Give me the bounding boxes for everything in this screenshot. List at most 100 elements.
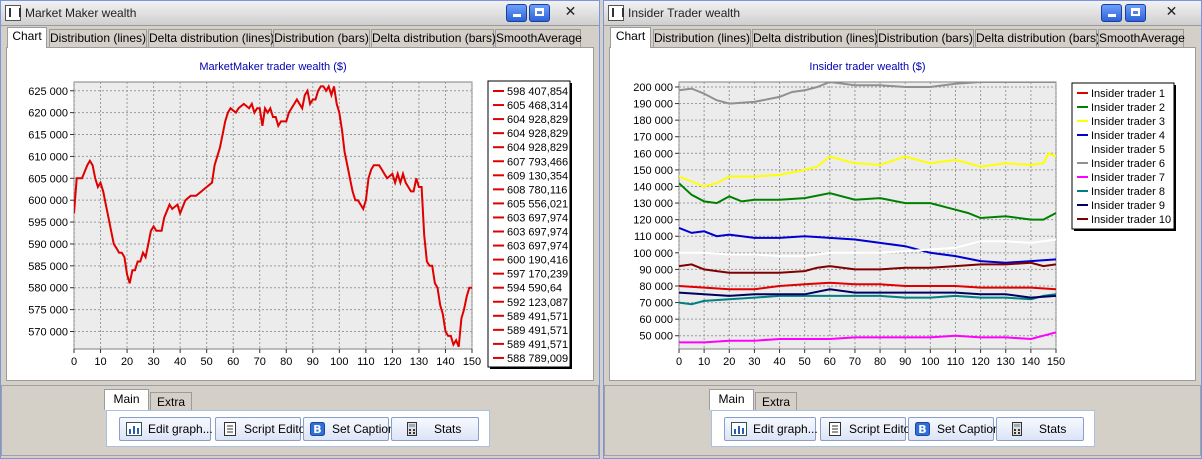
series-line-8 <box>679 293 1056 306</box>
legend-label: 600 190,416 <box>507 255 568 267</box>
x-tick-label: 10 <box>94 356 106 368</box>
tab-distribution-bars[interactable]: Distribution (bars) <box>877 29 974 47</box>
tab-distribution-lines[interactable]: Distribution (lines) <box>49 29 147 47</box>
close-icon: ✕ <box>564 4 577 20</box>
x-tick-label: 120 <box>971 356 989 368</box>
x-tick-label: 80 <box>280 356 292 368</box>
tab-smooth-average[interactable]: SmoothAverage <box>495 29 582 47</box>
maximize-icon <box>535 8 544 16</box>
legend-label: 604 928,829 <box>507 128 568 140</box>
bold-icon: B <box>915 422 930 436</box>
document-icon <box>829 422 841 436</box>
legend-label: 609 130,354 <box>507 170 568 182</box>
tab-delta-distribution-bars[interactable]: Delta distribution (bars) <box>975 29 1101 47</box>
legend-label: Insider trader 1 <box>1091 88 1165 100</box>
tab-smooth-average[interactable]: SmoothAverage <box>1098 29 1185 47</box>
minimize-icon <box>1107 14 1116 17</box>
tab-delta-distribution-bars[interactable]: Delta distribution (bars) <box>371 29 497 47</box>
tab-distribution-lines[interactable]: Distribution (lines) <box>653 29 751 47</box>
bottom-toolbar-area: Main Extra Edit graph... Script Editor B… <box>1 385 599 456</box>
button-strip: Edit graph... Script Editor B Set Captio… <box>711 410 1095 447</box>
y-tick-label: 60 000 <box>639 314 673 326</box>
set-caption-label: Set Caption <box>937 422 1000 436</box>
tab-main[interactable]: Main <box>709 389 754 410</box>
legend-box <box>487 80 571 368</box>
edit-graph-button[interactable]: Edit graph... <box>724 417 818 441</box>
close-icon: ✕ <box>1165 4 1178 20</box>
x-tick-label: 90 <box>307 356 319 368</box>
tab-main[interactable]: Main <box>104 389 149 410</box>
tab-delta-distribution-lines[interactable]: Delta distribution (lines) <box>148 29 275 47</box>
chart-tabs: Chart Distribution (lines) Delta distrib… <box>7 27 593 48</box>
y-tick-label: 620 000 <box>28 108 68 120</box>
set-caption-button[interactable]: B Set Caption <box>908 417 1000 441</box>
insider-trader-window: Insider Trader wealth ✕ Chart Distributi… <box>603 0 1202 459</box>
y-tick-label: 170 000 <box>633 132 673 144</box>
legend-label: Insider trader 8 <box>1091 186 1165 198</box>
x-tick-label: 50 <box>799 356 811 368</box>
x-tick-label: 100 <box>921 356 939 368</box>
series-line-10 <box>679 261 1056 274</box>
x-tick-label: 10 <box>698 356 710 368</box>
x-tick-label: 130 <box>410 356 428 368</box>
tab-distribution-bars[interactable]: Distribution (bars) <box>273 29 370 47</box>
minimize-button[interactable] <box>506 4 527 22</box>
legend-label: 603 697,974 <box>507 241 568 253</box>
y-tick-label: 130 000 <box>633 198 673 210</box>
legend-label: 604 928,829 <box>507 114 568 126</box>
x-tick-label: 30 <box>748 356 760 368</box>
legend-label: 589 491,571 <box>507 325 568 337</box>
app-icon <box>5 5 21 21</box>
series-line-5 <box>679 238 1056 258</box>
stats-button[interactable]: Stats <box>996 417 1084 441</box>
x-tick-label: 140 <box>1022 356 1040 368</box>
script-editor-button[interactable]: Script Editor <box>820 417 914 441</box>
series-line-9 <box>679 288 1056 299</box>
set-caption-button[interactable]: B Set Caption <box>303 417 395 441</box>
title-bar[interactable]: Market Maker wealth ✕ <box>1 1 599 26</box>
close-button[interactable]: ✕ <box>1161 4 1182 22</box>
y-tick-label: 160 000 <box>633 148 673 160</box>
calculator-icon <box>1012 422 1022 436</box>
legend-label: Insider trader 9 <box>1091 200 1165 212</box>
minimize-button[interactable] <box>1101 4 1122 22</box>
series-line-6 <box>679 82 1056 105</box>
x-tick-label: 150 <box>1047 356 1065 368</box>
script-editor-label: Script Editor <box>244 422 310 436</box>
x-tick-label: 0 <box>71 356 77 368</box>
y-tick-label: 585 000 <box>28 261 68 273</box>
tab-delta-distribution-lines[interactable]: Delta distribution (lines) <box>752 29 879 47</box>
chart-title: Insider trader wealth ($) <box>809 61 925 73</box>
legend-label: 592 123,087 <box>507 297 568 309</box>
y-tick-label: 580 000 <box>28 283 68 295</box>
y-tick-label: 625 000 <box>28 86 68 98</box>
tab-chart[interactable]: Chart <box>7 27 47 48</box>
x-tick-label: 100 <box>330 356 348 368</box>
x-tick-label: 110 <box>357 356 375 368</box>
tab-extra[interactable]: Extra <box>150 392 192 411</box>
y-tick-label: 200 000 <box>633 82 673 94</box>
script-editor-button[interactable]: Script Editor <box>215 417 309 441</box>
legend-label: Insider trader 2 <box>1091 102 1165 114</box>
y-tick-label: 605 000 <box>28 173 68 185</box>
legend-label: 588 789,009 <box>507 353 568 365</box>
x-tick-label: 70 <box>849 356 861 368</box>
tab-extra[interactable]: Extra <box>755 392 797 411</box>
tab-chart[interactable]: Chart <box>610 27 651 48</box>
y-tick-label: 190 000 <box>633 99 673 111</box>
x-tick-label: 40 <box>773 356 785 368</box>
stats-button[interactable]: Stats <box>391 417 479 441</box>
chart-tabs: Chart Distribution (lines) Delta distrib… <box>610 27 1195 48</box>
edit-graph-button[interactable]: Edit graph... <box>119 417 213 441</box>
legend-label: Insider trader 10 <box>1091 214 1171 226</box>
y-tick-label: 595 000 <box>28 217 68 229</box>
title-bar[interactable]: Insider Trader wealth ✕ <box>604 1 1201 26</box>
legend-label: Insider trader 5 <box>1091 144 1165 156</box>
close-button[interactable]: ✕ <box>560 4 581 22</box>
chart-icon <box>731 422 747 436</box>
maximize-button[interactable] <box>529 4 550 22</box>
x-tick-label: 30 <box>147 356 159 368</box>
maximize-button[interactable] <box>1125 4 1146 22</box>
legend-label: 598 407,854 <box>507 86 568 98</box>
plot-area <box>678 81 1057 350</box>
